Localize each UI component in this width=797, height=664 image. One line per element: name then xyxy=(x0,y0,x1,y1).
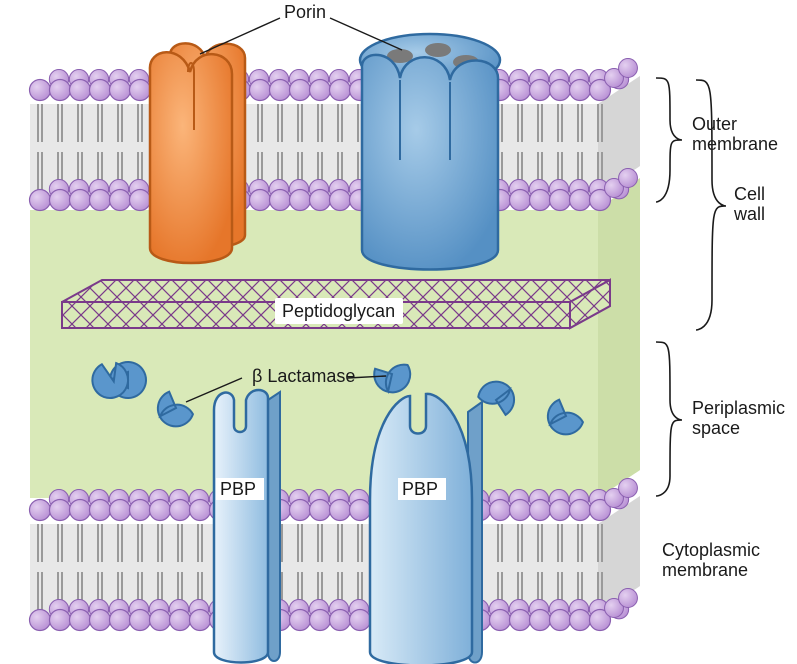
pbp-right-label: PBP xyxy=(402,479,438,499)
periplasmic-space-label: Periplasmic space xyxy=(692,398,790,438)
diagram-svg: Porin Peptidoglycan β Lactamase PBP PBP Oute… xyxy=(0,0,797,664)
porin-right xyxy=(360,34,500,270)
porin-left xyxy=(150,43,245,263)
pbp-left xyxy=(214,390,280,663)
porin-label: Porin xyxy=(284,2,326,22)
beta-lactamase-label: β Lactamase xyxy=(252,366,355,386)
cell-wall-label: Cell wall xyxy=(733,184,770,224)
peptidoglycan-label: Peptidoglycan xyxy=(282,301,395,321)
pbp-left-label: PBP xyxy=(220,479,256,499)
pore-icon xyxy=(425,43,451,57)
cytoplasmic-membrane-label: Cytoplasmic membrane xyxy=(662,540,765,580)
periplasm-block xyxy=(30,178,640,498)
outer-membrane-label: Outer membrane xyxy=(692,114,778,154)
bacterial-envelope-diagram: Porin Peptidoglycan β Lactamase PBP PBP Oute… xyxy=(0,0,797,664)
